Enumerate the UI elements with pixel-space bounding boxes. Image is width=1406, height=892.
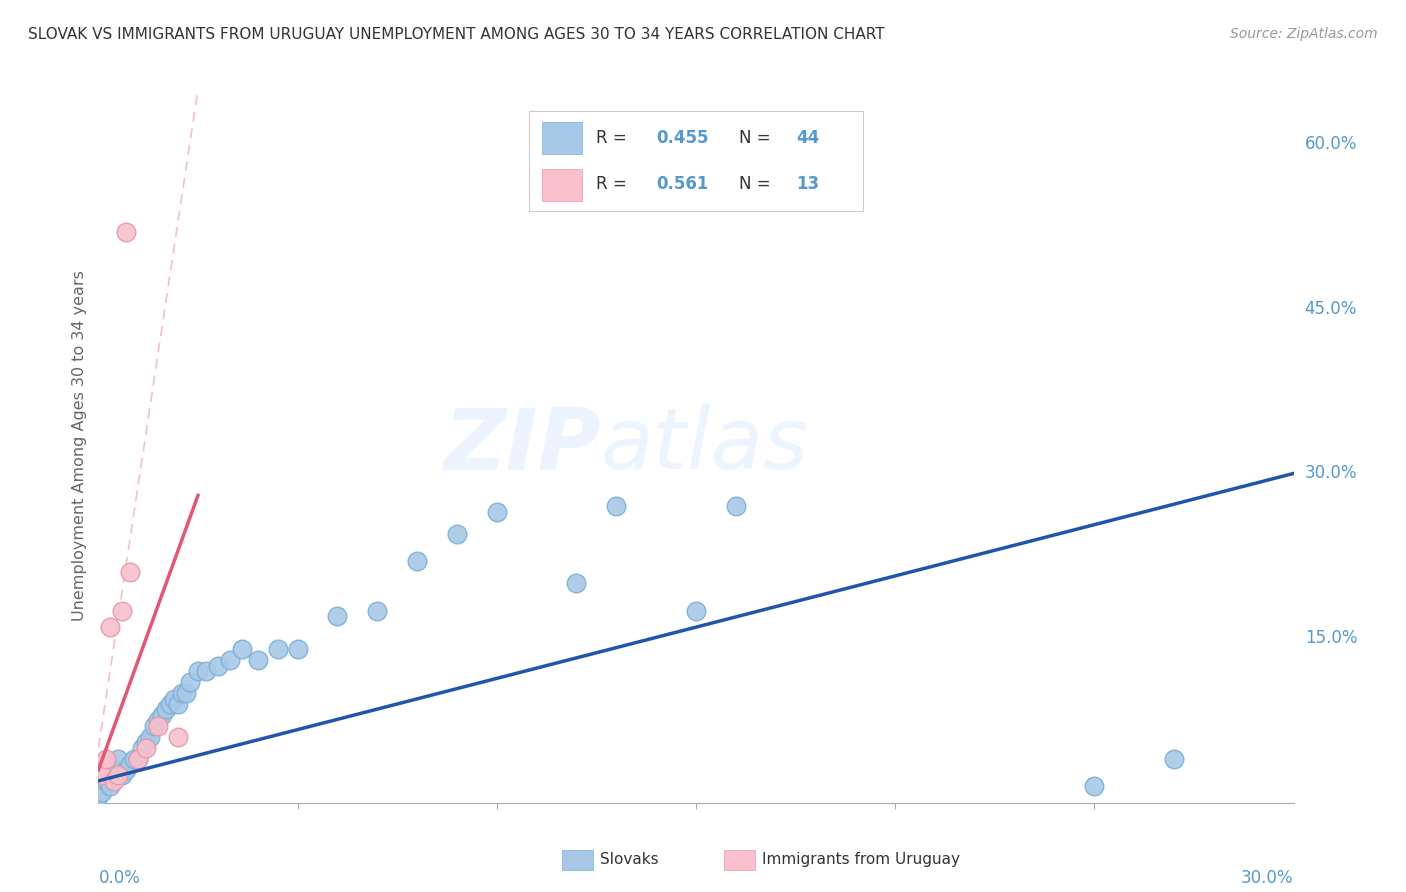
Point	[91, 785, 114, 799]
Point	[167, 697, 190, 711]
Text: N =: N =	[740, 128, 776, 146]
Text: 45.0%: 45.0%	[1305, 300, 1357, 318]
Y-axis label: Unemployment Among Ages 30 to 34 years: Unemployment Among Ages 30 to 34 years	[72, 270, 87, 622]
Point	[98, 780, 122, 794]
Point	[207, 658, 229, 673]
Point	[1083, 780, 1105, 794]
Point	[127, 752, 149, 766]
Text: 0.0%: 0.0%	[98, 869, 141, 887]
Text: 13: 13	[796, 175, 820, 193]
Point	[446, 526, 468, 541]
Point	[174, 686, 197, 700]
Point	[107, 763, 129, 777]
FancyBboxPatch shape	[543, 121, 582, 153]
Point	[127, 752, 149, 766]
Point	[167, 730, 190, 744]
Point	[605, 500, 627, 514]
Point	[139, 730, 162, 744]
Point	[246, 653, 269, 667]
Point	[150, 708, 173, 723]
Text: 0.561: 0.561	[655, 175, 709, 193]
Point	[87, 790, 110, 805]
Point	[107, 752, 129, 766]
Point	[87, 763, 110, 777]
Point	[194, 664, 218, 678]
Point	[179, 675, 201, 690]
Point	[267, 642, 290, 657]
Point	[187, 664, 209, 678]
Point	[111, 604, 134, 618]
Point	[120, 566, 142, 580]
Point	[103, 768, 125, 782]
Point	[131, 740, 153, 755]
Point	[96, 773, 118, 788]
Text: Immigrants from Uruguay: Immigrants from Uruguay	[762, 853, 960, 867]
Point	[115, 225, 138, 239]
Point	[287, 642, 309, 657]
Point	[96, 752, 118, 766]
Text: Source: ZipAtlas.com: Source: ZipAtlas.com	[1230, 27, 1378, 41]
Point	[143, 719, 166, 733]
Point	[159, 697, 181, 711]
Point	[115, 763, 138, 777]
Text: N =: N =	[740, 175, 776, 193]
Point	[485, 505, 508, 519]
Point	[148, 714, 170, 728]
Point	[107, 768, 129, 782]
Point	[219, 653, 242, 667]
FancyBboxPatch shape	[543, 169, 582, 201]
Point	[98, 620, 122, 634]
Text: 60.0%: 60.0%	[1305, 135, 1357, 153]
Text: 30.0%: 30.0%	[1305, 465, 1357, 483]
Point	[685, 604, 707, 618]
Point	[120, 757, 142, 772]
Text: SLOVAK VS IMMIGRANTS FROM URUGUAY UNEMPLOYMENT AMONG AGES 30 TO 34 YEARS CORRELA: SLOVAK VS IMMIGRANTS FROM URUGUAY UNEMPL…	[28, 27, 884, 42]
Point	[231, 642, 253, 657]
Point	[1163, 752, 1185, 766]
Text: ZIP: ZIP	[443, 404, 600, 488]
Point	[91, 768, 114, 782]
Point	[124, 752, 146, 766]
Point	[135, 735, 157, 749]
Point	[366, 604, 388, 618]
Point	[326, 609, 349, 624]
Point	[135, 740, 157, 755]
Point	[163, 691, 186, 706]
Point	[724, 500, 747, 514]
Text: R =: R =	[596, 128, 631, 146]
Text: 30.0%: 30.0%	[1241, 869, 1294, 887]
Text: Slovaks: Slovaks	[600, 853, 659, 867]
Point	[565, 576, 588, 591]
Text: R =: R =	[596, 175, 631, 193]
Text: atlas: atlas	[600, 404, 808, 488]
Text: 44: 44	[796, 128, 820, 146]
Text: 15.0%: 15.0%	[1305, 629, 1357, 647]
Point	[103, 773, 125, 788]
Text: 0.455: 0.455	[655, 128, 709, 146]
Point	[148, 719, 170, 733]
Point	[155, 702, 177, 716]
Point	[172, 686, 194, 700]
Point	[406, 554, 429, 568]
Point	[111, 768, 134, 782]
